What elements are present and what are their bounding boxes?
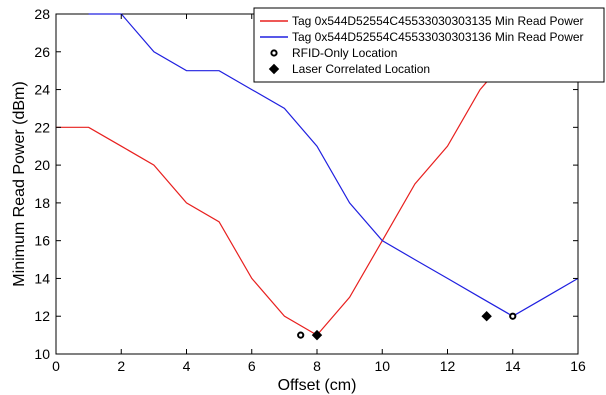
rfid-only-location-point (509, 312, 517, 320)
series-line-2 (88, 13, 579, 317)
y-tick-label: 20 (34, 157, 50, 173)
y-axis-label: Minimum Read Power (dBm) (11, 81, 28, 286)
legend: Tag 0x544D52554C45533030303135 Min Read … (253, 7, 605, 83)
x-axis-label: Offset (cm) (278, 377, 357, 394)
x-tick-label: 8 (313, 358, 321, 374)
y-tick-label: 24 (34, 82, 50, 98)
legend-entry-series-2: Tag 0x544D52554C45533030303136 Min Read … (292, 30, 584, 44)
series-layer (56, 13, 579, 336)
legend-swatch-marker-2 (268, 63, 280, 75)
x-tick-label: 4 (183, 358, 191, 374)
legend-swatch-marker-1 (270, 49, 278, 57)
legend-entry-marker-1: RFID-Only Location (292, 46, 397, 60)
x-tick-label: 12 (440, 358, 456, 374)
y-tick-label: 22 (34, 119, 50, 135)
series-line-1 (56, 70, 497, 336)
legend-box (253, 7, 605, 83)
y-tick-label: 26 (34, 44, 50, 60)
x-tick-label: 6 (248, 358, 256, 374)
x-tick-label: 16 (570, 358, 586, 374)
x-tick-label: 14 (505, 358, 521, 374)
laser-correlated-location-point (481, 311, 492, 322)
y-tick-label: 12 (34, 308, 50, 324)
y-tick-label: 18 (34, 195, 50, 211)
y-tick-label: 10 (34, 346, 50, 362)
laser-correlated-location-point (311, 329, 323, 341)
marker-layer (297, 311, 517, 341)
y-tick-label: 28 (34, 6, 50, 22)
x-tick-label: 10 (374, 358, 390, 374)
x-tick-label: 2 (117, 358, 125, 374)
legend-entry-series-1: Tag 0x544D52554C45533030303135 Min Read … (292, 14, 584, 28)
y-tick-label: 16 (34, 233, 50, 249)
y-tick-label: 14 (34, 270, 50, 286)
legend-entry-marker-2: Laser Correlated Location (292, 62, 430, 76)
rfid-only-location-point (297, 331, 305, 339)
x-tick-label: 0 (52, 358, 60, 374)
